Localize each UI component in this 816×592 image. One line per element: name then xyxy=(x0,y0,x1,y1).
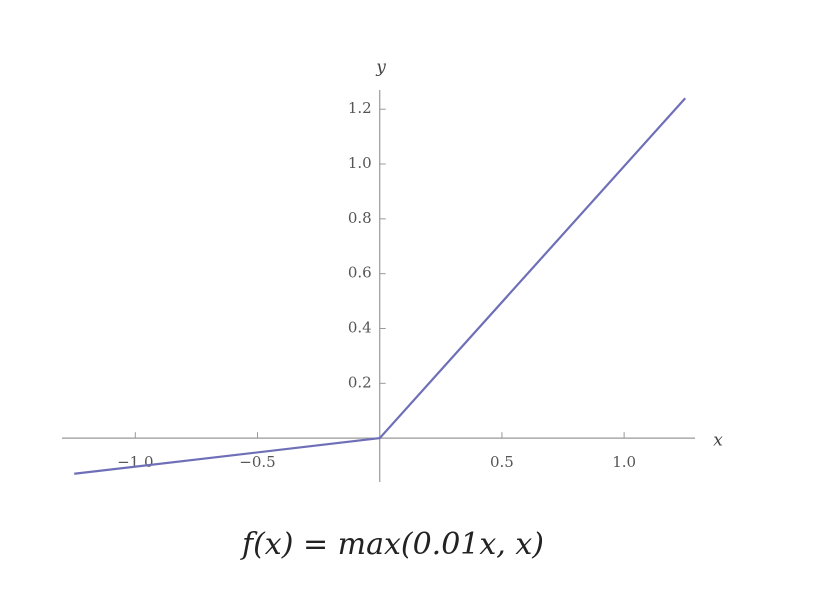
y-tick-label: 0.8 xyxy=(348,209,372,227)
y-tick-label: 0.4 xyxy=(348,318,372,336)
y-tick-label: 1.0 xyxy=(348,154,372,172)
x-tick-label: 1.0 xyxy=(612,453,636,471)
data-line xyxy=(74,97,687,475)
y-tick-label: 1.2 xyxy=(348,99,372,117)
y-tick-label: 0.6 xyxy=(348,264,372,282)
formula-caption: f(x) = max(0.01x, x) xyxy=(240,527,544,562)
y-tick-label: 0.2 xyxy=(348,373,372,391)
y-axis-label: y xyxy=(375,58,386,78)
x-tick-label: 0.5 xyxy=(490,453,514,471)
x-axis-label: x xyxy=(713,431,723,451)
x-tick-label: −0.5 xyxy=(239,453,275,471)
